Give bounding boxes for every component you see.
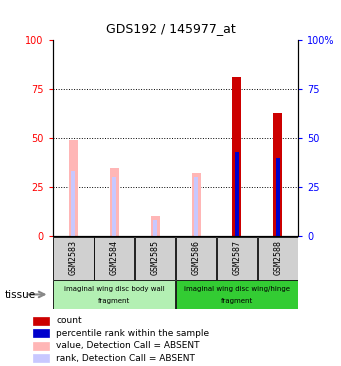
FancyBboxPatch shape xyxy=(94,237,134,280)
Text: GSM2583: GSM2583 xyxy=(69,240,78,275)
Bar xyxy=(71,171,75,236)
FancyBboxPatch shape xyxy=(53,237,93,280)
Text: GSM2586: GSM2586 xyxy=(192,240,201,275)
Text: value, Detection Call = ABSENT: value, Detection Call = ABSENT xyxy=(56,341,200,350)
Text: GSM2588: GSM2588 xyxy=(273,240,282,275)
Bar xyxy=(110,168,119,236)
FancyBboxPatch shape xyxy=(53,280,175,309)
Text: tissue: tissue xyxy=(5,290,36,300)
Text: GSM2584: GSM2584 xyxy=(110,240,119,275)
Text: rank, Detection Call = ABSENT: rank, Detection Call = ABSENT xyxy=(56,354,195,363)
Bar xyxy=(33,329,49,337)
Text: imaginal wing disc body wall: imaginal wing disc body wall xyxy=(64,286,165,292)
Bar xyxy=(33,354,49,362)
FancyBboxPatch shape xyxy=(176,237,216,280)
FancyBboxPatch shape xyxy=(258,237,298,280)
Text: GSM2585: GSM2585 xyxy=(151,240,160,275)
Bar xyxy=(235,152,239,236)
Text: count: count xyxy=(56,317,82,325)
Bar xyxy=(33,317,49,325)
Bar xyxy=(192,173,201,236)
Bar xyxy=(151,216,160,236)
FancyBboxPatch shape xyxy=(176,280,298,309)
Bar xyxy=(153,220,157,236)
FancyBboxPatch shape xyxy=(217,237,257,280)
Text: imaginal wing disc wing/hinge: imaginal wing disc wing/hinge xyxy=(184,286,290,292)
Bar xyxy=(33,342,49,350)
Bar xyxy=(273,113,282,236)
Bar xyxy=(69,140,78,236)
Bar xyxy=(276,158,280,236)
Bar xyxy=(233,78,241,236)
Text: fragment: fragment xyxy=(98,298,130,304)
FancyBboxPatch shape xyxy=(135,237,175,280)
Bar xyxy=(112,177,116,236)
Text: percentile rank within the sample: percentile rank within the sample xyxy=(56,329,210,337)
Text: GDS192 / 145977_at: GDS192 / 145977_at xyxy=(106,22,235,35)
Text: fragment: fragment xyxy=(221,298,253,304)
Bar xyxy=(194,177,198,236)
Text: GSM2587: GSM2587 xyxy=(233,240,241,275)
